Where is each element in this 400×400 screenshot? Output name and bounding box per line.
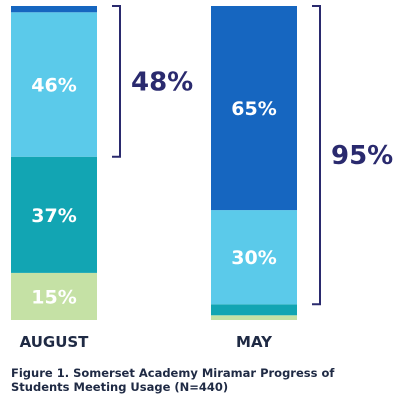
- figure-caption: Figure 1. Somerset Academy Miramar Progr…: [11, 366, 335, 394]
- bracket-may: [312, 5, 321, 306]
- bar-segment-august-1: [11, 156, 97, 273]
- bar-segment-may-0: [211, 315, 297, 320]
- bar-segment-may-3: [211, 6, 297, 211]
- bar-segment-august-3: [11, 6, 97, 13]
- bar-segment-may-1: [211, 304, 297, 316]
- data-label-may-3: 65%: [231, 98, 276, 120]
- bracket-label-may: 95%: [331, 141, 393, 171]
- data-label-august-0: 15%: [31, 286, 76, 308]
- bracket-label-august: 48%: [131, 67, 193, 97]
- bar-segment-august-2: [11, 12, 97, 157]
- bar-segment-august-0: [11, 272, 97, 320]
- bracket-august: [112, 5, 121, 158]
- category-label-may: MAY: [236, 333, 273, 351]
- data-label-may-2: 30%: [231, 247, 276, 269]
- data-label-august-1: 37%: [31, 205, 76, 227]
- category-label-august: AUGUST: [20, 333, 90, 351]
- data-label-august-2: 46%: [31, 75, 76, 97]
- bar-segment-may-2: [211, 210, 297, 305]
